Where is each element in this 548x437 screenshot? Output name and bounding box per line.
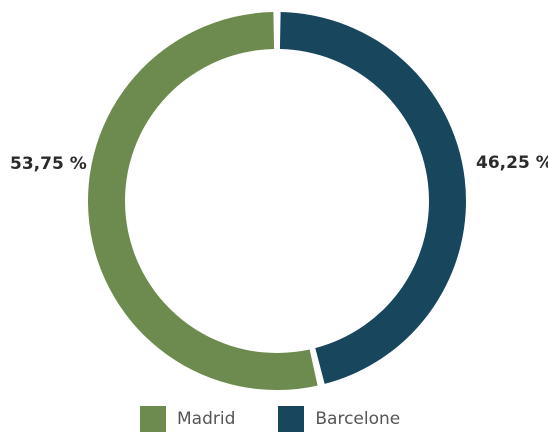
legend-item-barcelone[interactable]: Barcelone <box>278 406 400 432</box>
chart-legend: Madrid Barcelone <box>140 406 400 432</box>
legend-swatch-madrid <box>140 406 166 432</box>
legend-item-madrid[interactable]: Madrid <box>140 406 235 432</box>
data-label-barcelone: 46,25 % <box>476 153 548 173</box>
data-label-madrid: 53,75 % <box>10 154 87 174</box>
legend-label-madrid: Madrid <box>177 409 236 429</box>
legend-label-barcelone: Barcelone <box>315 409 401 429</box>
legend-swatch-barcelone <box>278 406 305 432</box>
donut-slice-madrid[interactable] <box>87 12 318 391</box>
donut-slice-barcelone[interactable] <box>279 12 466 384</box>
